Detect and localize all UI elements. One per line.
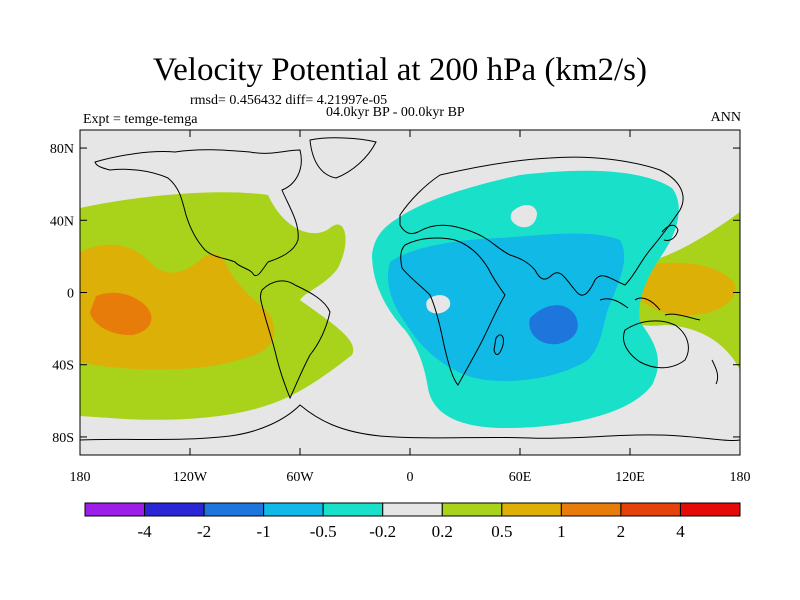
colorbar-swatch	[263, 502, 324, 517]
colorbar-swatch	[501, 502, 562, 517]
colorbar-label: -2	[197, 522, 211, 541]
coastline-africa	[400, 237, 506, 386]
coastline-madagascar	[493, 334, 504, 356]
colorbar-label: -0.5	[310, 522, 337, 541]
colorbar-swatch	[382, 502, 443, 517]
contour-negative-1	[529, 305, 578, 345]
period-label: 04.0kyr BP - 00.0kyr BP	[326, 105, 465, 120]
contour-positive-1	[90, 292, 152, 336]
coastline-eurasia	[399, 156, 684, 296]
colorbar-swatch	[84, 502, 146, 517]
season-label: ANN	[710, 110, 741, 125]
colorbar-label: -1	[257, 522, 271, 541]
coastline-new-zealand	[711, 359, 719, 385]
coastline-north-america	[94, 149, 302, 277]
colorbar-swatch	[620, 502, 681, 517]
lat-tick-label: 80S	[52, 431, 74, 446]
lon-tick-label: 180	[70, 470, 91, 485]
coastline-antarctica	[80, 404, 740, 441]
stats-label: rmsd= 0.456432 diff= 4.21997e-05	[190, 93, 388, 108]
lon-tick-label: 180	[730, 470, 751, 485]
colorbar-swatch	[560, 502, 622, 517]
lon-tick-label: 60E	[509, 470, 532, 485]
lon-tick-label: 0	[407, 470, 414, 485]
coastline-greenland	[309, 137, 377, 179]
colorbar-label: 1	[557, 522, 566, 541]
coastline-indonesia	[599, 297, 701, 321]
coastline-south-america	[260, 280, 331, 400]
colorbar-label: 2	[617, 522, 626, 541]
colorbar-label: 0.2	[432, 522, 453, 541]
colorbar-label: -0.2	[369, 522, 396, 541]
lon-tick-label: 120W	[173, 470, 208, 485]
contour-negative-0.5	[387, 233, 625, 382]
coastlines	[80, 137, 740, 441]
lat-tick-label: 0	[67, 287, 74, 302]
colorbar-label: 0.5	[491, 522, 512, 541]
colorbar-label: 4	[676, 522, 685, 541]
colorbar-swatch	[679, 502, 741, 517]
colorbar-label: -4	[137, 522, 152, 541]
experiment-label: Expt = temge-temga	[83, 112, 198, 127]
lon-tick-label: 60W	[286, 470, 314, 485]
axis-ticks: 180 120W 60W 0 60E 120E 180 80N 40N 0 40S 80S	[50, 130, 751, 485]
contour-positive-0.5	[80, 244, 275, 370]
lat-tick-label: 80N	[50, 142, 74, 157]
lat-tick-label: 40N	[50, 214, 74, 229]
contour-negative-0.2-hole-asia	[510, 204, 537, 228]
contour-positive-0.5-wpac	[630, 262, 736, 316]
chart-title: Velocity Potential at 200 hPa (km2/s)	[152, 52, 648, 88]
colorbar-swatch	[322, 502, 384, 517]
lat-tick-label: 40S	[52, 359, 74, 374]
coastline-japan	[661, 224, 679, 241]
colorbar-swatch	[144, 502, 205, 517]
colorbar-swatch	[203, 502, 265, 517]
lon-tick-label: 120E	[615, 470, 645, 485]
coastline-australia	[623, 320, 689, 369]
colorbar-swatch	[441, 502, 503, 517]
colorbar: -4 -2 -1 -0.5 -0.2 0.2 0.5 1 2 4	[84, 502, 741, 541]
